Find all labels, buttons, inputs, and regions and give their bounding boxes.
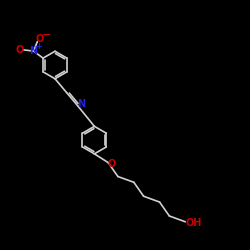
Text: OH: OH bbox=[186, 218, 202, 228]
Text: O: O bbox=[16, 45, 24, 55]
Text: −: − bbox=[42, 30, 51, 40]
Text: +: + bbox=[35, 42, 42, 51]
Text: N: N bbox=[78, 99, 86, 109]
Text: N: N bbox=[30, 46, 38, 56]
Text: O: O bbox=[108, 159, 116, 169]
Text: O: O bbox=[36, 34, 44, 43]
